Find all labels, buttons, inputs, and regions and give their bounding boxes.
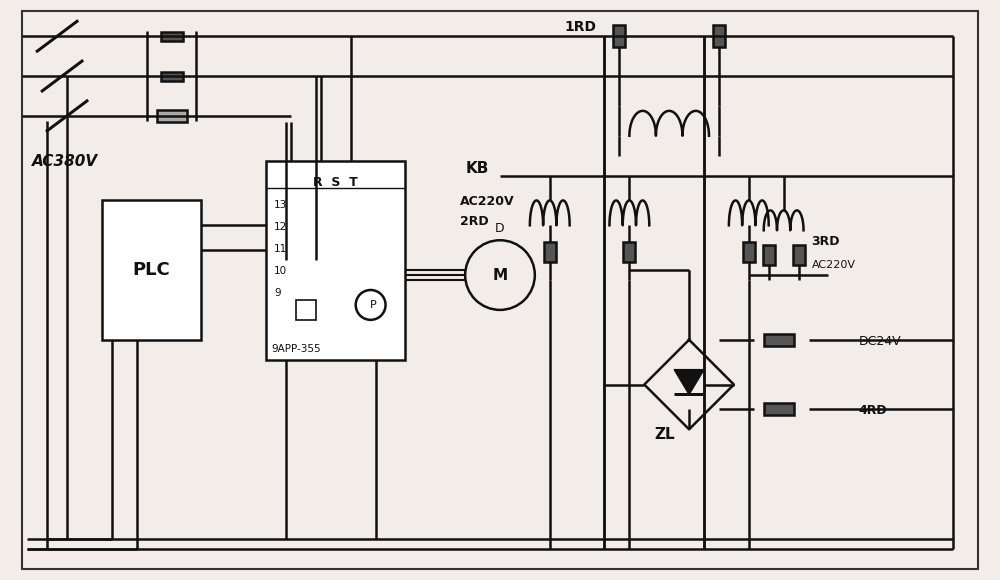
Bar: [296, 300, 316, 320]
Bar: [764, 334, 794, 346]
Bar: [763, 245, 775, 265]
Text: 10: 10: [274, 266, 287, 276]
Bar: [623, 242, 635, 262]
Polygon shape: [674, 369, 704, 394]
Text: AC220V: AC220V: [812, 260, 856, 270]
Bar: [102, 201, 201, 340]
Text: DC24V: DC24V: [858, 335, 901, 348]
Text: 12: 12: [274, 222, 287, 233]
Text: R  S  T: R S T: [313, 176, 358, 189]
Bar: [613, 26, 625, 47]
Text: 13: 13: [274, 201, 287, 211]
Bar: [713, 26, 725, 47]
Bar: [764, 404, 794, 415]
Bar: [266, 161, 405, 360]
Text: D: D: [495, 222, 505, 235]
Text: 9: 9: [274, 288, 281, 298]
Text: 11: 11: [274, 244, 287, 254]
Text: 4RD: 4RD: [858, 404, 887, 418]
Bar: [161, 71, 183, 81]
Text: P: P: [370, 300, 377, 310]
Bar: [743, 242, 755, 262]
Text: AC380V: AC380V: [32, 154, 98, 169]
Text: AC220V: AC220V: [460, 195, 515, 208]
Text: 9APP-355: 9APP-355: [271, 344, 321, 354]
Text: 3RD: 3RD: [812, 235, 840, 248]
Bar: [157, 110, 187, 122]
Bar: [544, 242, 556, 262]
Text: PLC: PLC: [133, 261, 171, 279]
Text: KB: KB: [465, 161, 489, 176]
Bar: [793, 245, 805, 265]
Text: 1RD: 1RD: [565, 20, 597, 34]
Text: ZL: ZL: [654, 427, 675, 443]
Bar: [161, 32, 183, 41]
Text: M: M: [492, 267, 508, 282]
Text: 2RD: 2RD: [460, 215, 489, 229]
